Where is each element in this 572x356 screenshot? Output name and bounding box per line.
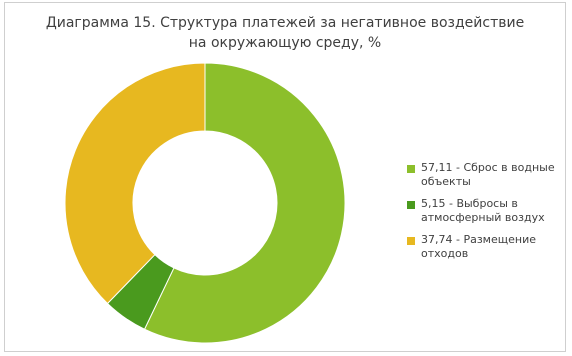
legend-label-water: 57,11 - Сброс в водные объекты — [421, 161, 555, 188]
legend-swatch-waste — [407, 237, 415, 245]
legend-item-waste: 37,74 - Размещение отходов — [405, 233, 570, 261]
donut-slice-water — [143, 62, 346, 344]
legend-item-air: 5,15 - Выбросы в атмосферный воздух — [405, 197, 570, 225]
legend-item-water: 57,11 - Сброс в водные объекты — [405, 161, 570, 189]
legend-label-waste: 37,74 - Размещение отходов — [421, 233, 536, 260]
legend-swatch-air — [407, 201, 415, 209]
legend: 57,11 - Сброс в водные объекты 5,15 - Вы… — [405, 161, 570, 269]
chart-frame: Диаграмма 15. Структура платежей за нега… — [4, 2, 566, 352]
donut-chart — [64, 62, 346, 344]
chart-title-line-2: на окружающую среду, % — [188, 35, 382, 51]
chart-title: Диаграмма 15. Структура платежей за нега… — [5, 13, 565, 53]
legend-swatch-water — [407, 165, 415, 173]
legend-label-air: 5,15 - Выбросы в атмосферный воздух — [421, 197, 545, 224]
donut-slice-waste — [64, 62, 206, 305]
chart-title-line-1: Диаграмма 15. Структура платежей за нега… — [45, 15, 525, 31]
